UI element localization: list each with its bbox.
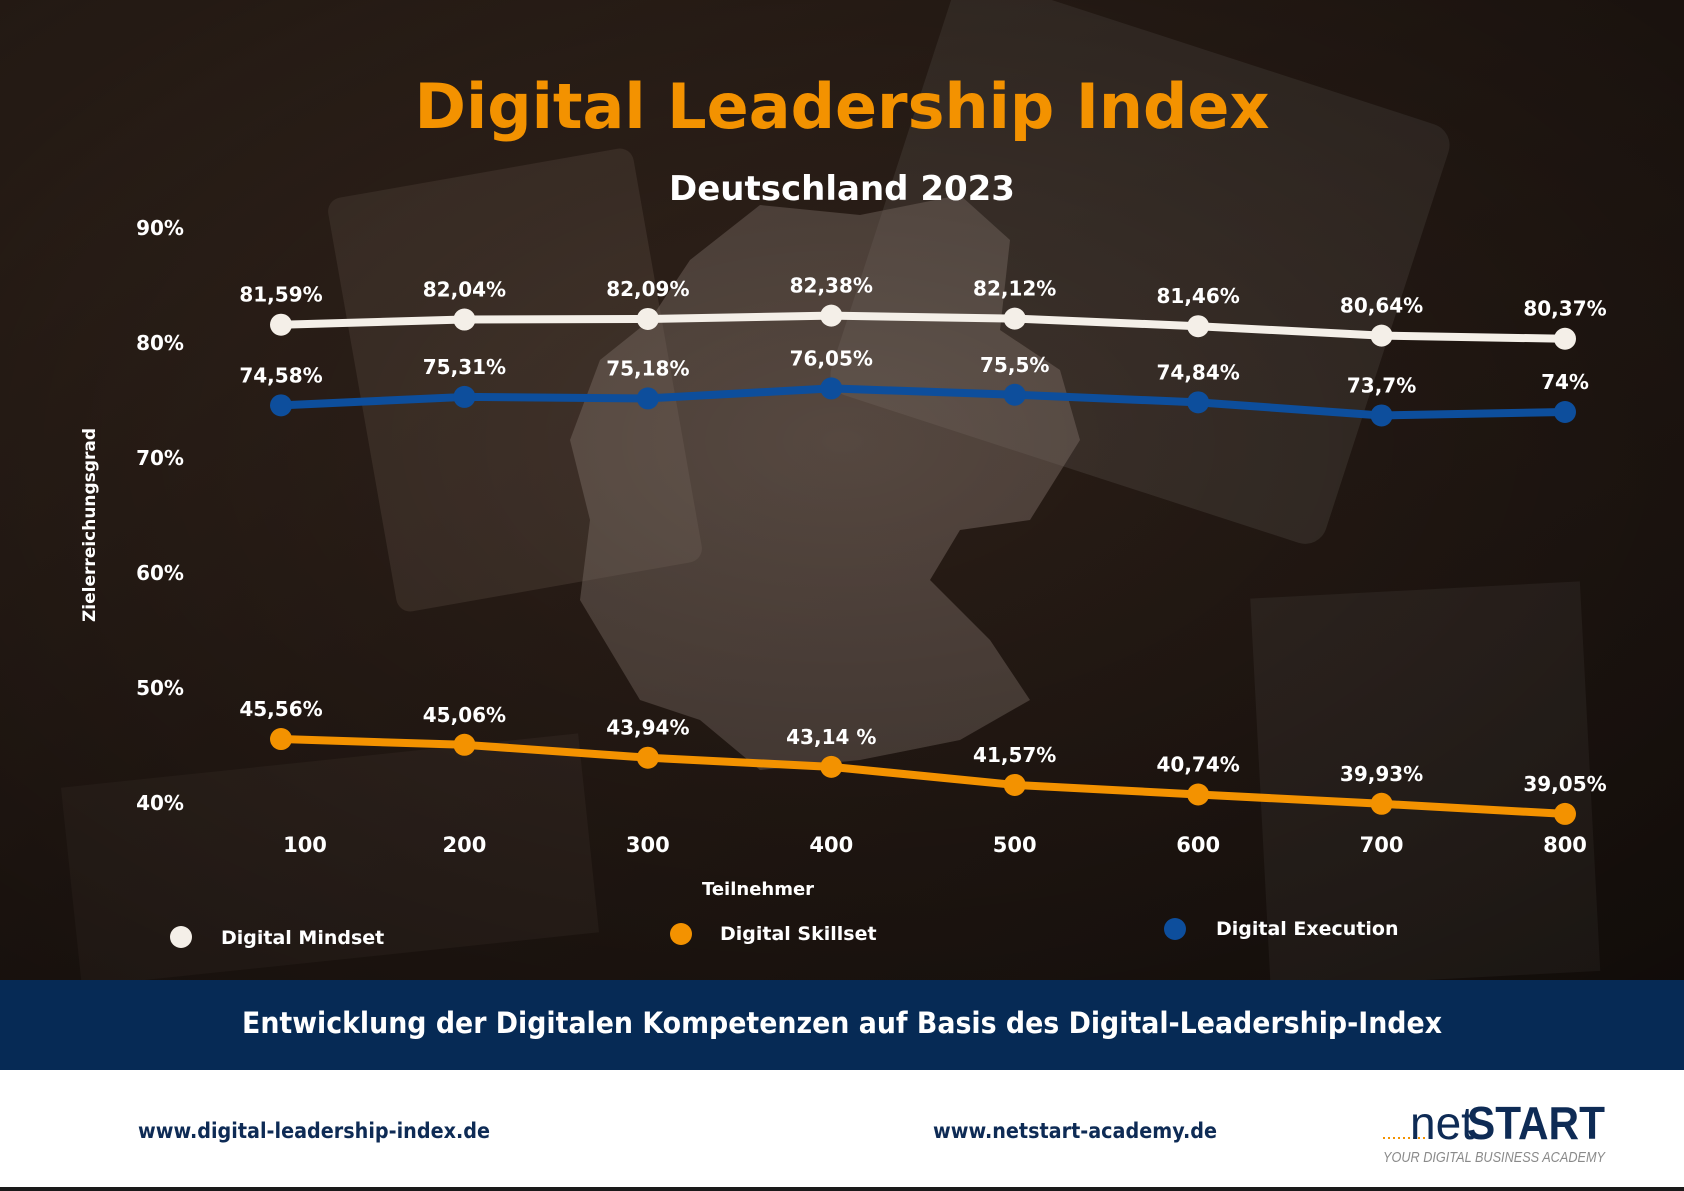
y-tick-label: 50% [136, 676, 184, 700]
y-tick-label: 80% [136, 331, 184, 355]
bottom-edge [0, 1187, 1684, 1191]
footer: www.digital-leadership-index.de www.nets… [0, 1070, 1684, 1191]
logo-start: START [1467, 1097, 1605, 1149]
data-label-digital-skillset: 41,57% [973, 743, 1056, 767]
data-label-digital-mindset: 82,12% [973, 277, 1056, 301]
x-tick-label: 200 [443, 833, 487, 857]
x-tick-label: 700 [1360, 833, 1404, 857]
x-axis-label: Teilnehmer [702, 879, 814, 900]
data-label-digital-mindset: 81,59% [239, 283, 322, 307]
x-tick-label: 600 [1176, 833, 1220, 857]
data-point-digital-mindset [1187, 315, 1210, 338]
data-label-digital-skillset: 45,06% [423, 703, 506, 727]
logo-net: net [1410, 1097, 1474, 1149]
data-label-digital-execution: 75,5% [980, 353, 1049, 377]
data-label-digital-skillset: 39,93% [1340, 762, 1423, 786]
data-label-digital-execution: 75,31% [423, 355, 506, 379]
data-point-digital-mindset [1370, 324, 1393, 347]
data-label-digital-execution: 74,84% [1156, 360, 1239, 384]
data-point-digital-execution [1554, 401, 1576, 423]
y-axis-label: Zielerreichungsgrad [80, 428, 100, 622]
data-point-digital-skillset [1187, 783, 1210, 806]
legend: Digital Mindset Digital Skillset Digital… [170, 918, 1399, 949]
legend-item-digital-execution: Digital Execution [1164, 918, 1399, 940]
footer-link-digital-leadership-index[interactable]: www.digital-leadership-index.de [138, 1119, 490, 1143]
netstart-logo: net START YOUR DIGITAL BUSINESS ACADEMY [1383, 1097, 1606, 1166]
data-label-digital-mindset: 82,04% [423, 278, 506, 302]
data-point-digital-execution [1370, 404, 1393, 427]
plot-area: 81,59% 82,04% 82,09% 82,38% 82,12% 81,46% 80,6… [239, 274, 1607, 825]
legend-marker-mindset [170, 926, 192, 948]
series-digital-mindset: 81,59% 82,04% 82,09% 82,38% 82,12% 81,46% 80,6… [239, 274, 1607, 350]
data-label-digital-mindset: 81,46% [1156, 284, 1239, 308]
data-point-digital-execution [636, 387, 659, 410]
banner-text: Entwicklung der Digitalen Kompetenzen au… [242, 1006, 1442, 1040]
legend-marker-execution [1164, 918, 1186, 940]
data-label-digital-execution: 76,05% [790, 346, 873, 370]
x-axis: 100 200 300 400 500 600 700 800 [283, 833, 1587, 857]
data-point-digital-mindset [270, 313, 292, 336]
legend-marker-skillset [670, 923, 692, 945]
footer-link-netstart-academy[interactable]: www.netstart-academy.de [933, 1119, 1217, 1143]
data-point-digital-execution [1187, 391, 1210, 414]
series-line-digital-mindset [277, 311, 1569, 343]
data-point-digital-skillset [453, 733, 476, 756]
y-axis: 40% 50% 60% 70% 80% 90% [136, 216, 184, 815]
x-tick-label: 500 [993, 833, 1037, 857]
data-point-digital-mindset [636, 307, 659, 330]
x-tick-label: 400 [809, 833, 853, 857]
y-tick-label: 70% [136, 446, 184, 470]
legend-item-digital-mindset: Digital Mindset [170, 926, 384, 949]
data-label-digital-skillset: 45,56% [239, 697, 322, 721]
chart-subtitle: Deutschland 2023 [669, 169, 1015, 209]
legend-label-mindset: Digital Mindset [221, 927, 384, 949]
data-label-digital-mindset: 80,64% [1340, 294, 1423, 318]
y-tick-label: 40% [136, 791, 184, 815]
x-tick-label: 300 [626, 833, 670, 857]
x-tick-label: 800 [1543, 833, 1587, 857]
data-label-digital-execution: 74,58% [239, 363, 322, 387]
legend-label-execution: Digital Execution [1216, 918, 1399, 940]
bottom-banner: Entwicklung der Digitalen Kompetenzen au… [0, 980, 1684, 1070]
data-point-digital-skillset [636, 746, 659, 769]
data-point-digital-mindset [453, 308, 476, 331]
data-label-digital-skillset: 43,14 % [786, 725, 876, 749]
series-line-digital-execution [277, 384, 1569, 420]
data-label-digital-skillset: 43,94% [606, 716, 689, 740]
data-label-digital-execution: 74% [1541, 370, 1589, 394]
data-label-digital-execution: 73,7% [1347, 373, 1416, 397]
y-tick-label: 60% [136, 561, 184, 585]
data-label-digital-mindset: 82,09% [606, 277, 689, 301]
series-digital-execution: 74,58% 75,31% 75,18% 76,05% 75,5% 74,84% 73,7%… [239, 346, 1589, 427]
data-point-digital-skillset [1554, 802, 1576, 825]
series-digital-skillset: 45,56% 45,06% 43,94% 43,14 % 41,57% 40,74% 39,… [239, 697, 1607, 825]
data-label-digital-skillset: 40,74% [1156, 752, 1239, 776]
data-label-digital-mindset: 80,37% [1523, 297, 1606, 321]
data-point-digital-skillset [1003, 773, 1026, 796]
data-point-digital-skillset [1370, 792, 1393, 815]
data-label-digital-skillset: 39,05% [1523, 772, 1606, 796]
data-point-digital-execution [820, 377, 843, 400]
data-point-digital-execution [1003, 383, 1026, 406]
data-point-digital-mindset [1003, 307, 1026, 330]
data-label-digital-mindset: 82,38% [790, 274, 873, 298]
background-photo [0, 0, 1684, 989]
logo-tagline: YOUR DIGITAL BUSINESS ACADEMY [1383, 1149, 1606, 1166]
data-point-digital-skillset [820, 755, 843, 778]
data-point-digital-mindset [820, 304, 843, 327]
data-label-digital-execution: 75,18% [606, 356, 689, 380]
legend-label-skillset: Digital Skillset [720, 923, 877, 945]
x-tick-label: 100 [283, 833, 327, 857]
data-point-digital-execution [270, 394, 292, 417]
data-point-digital-skillset [270, 728, 292, 751]
legend-item-digital-skillset: Digital Skillset [670, 923, 877, 945]
data-point-digital-execution [453, 385, 476, 408]
series-line-digital-skillset [277, 735, 1569, 818]
data-point-digital-mindset [1554, 327, 1576, 350]
chart-title: Digital Leadership Index [415, 70, 1270, 143]
y-tick-label: 90% [136, 216, 184, 240]
